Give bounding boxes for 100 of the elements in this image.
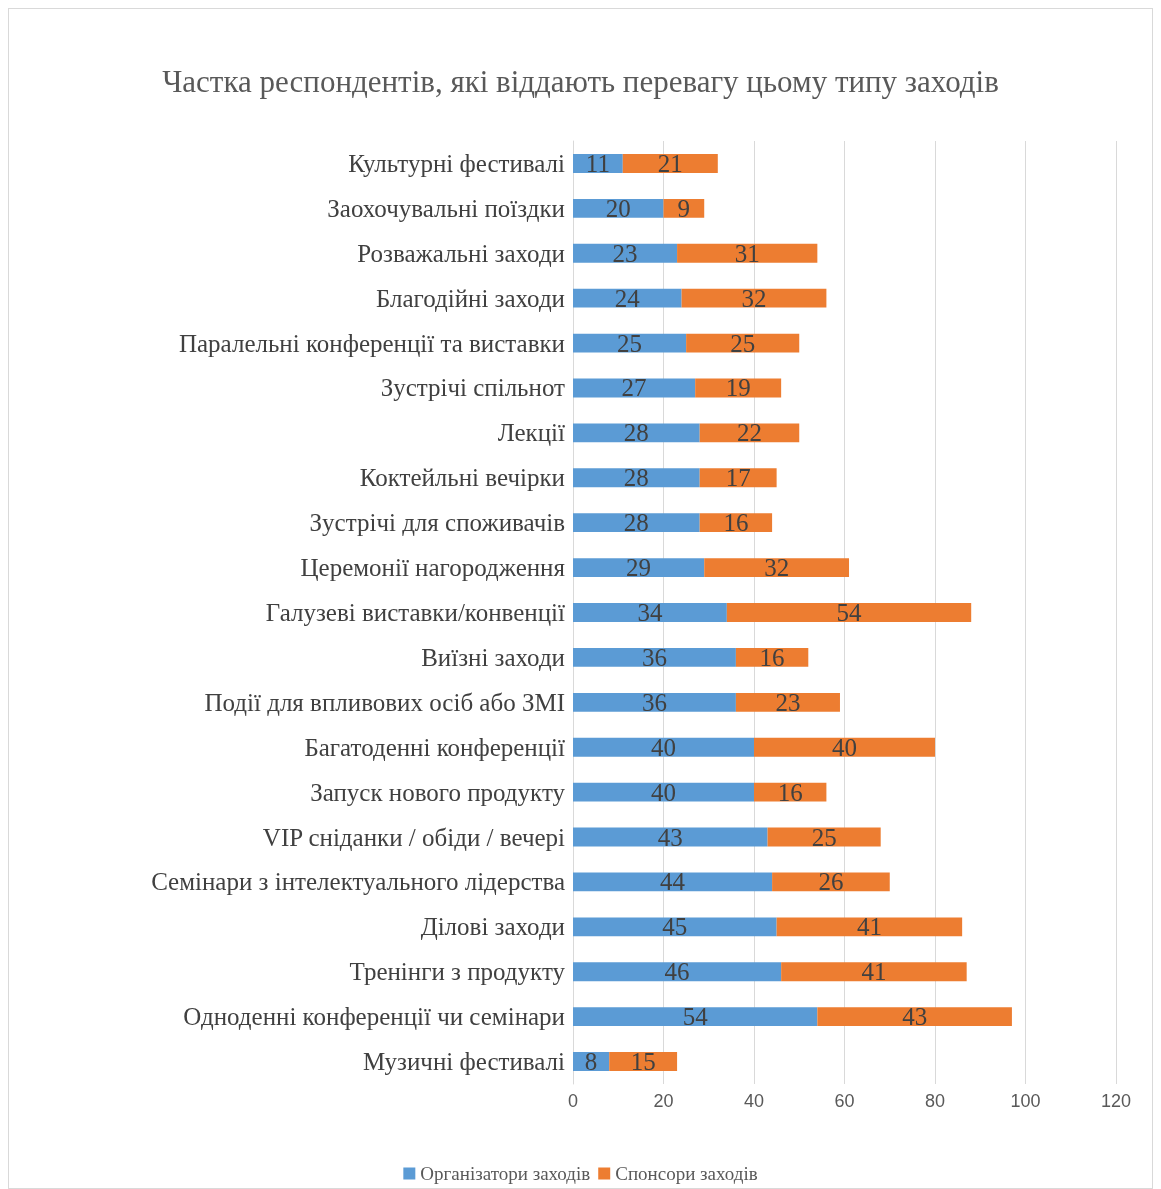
data-label: 23 (775, 688, 801, 716)
bar (573, 423, 700, 443)
x-tick-label: 120 (1100, 1091, 1132, 1111)
bar (622, 154, 718, 173)
data-label: 21 (657, 149, 683, 177)
y-tick-label: Церемонії нагородження (300, 554, 566, 582)
bar (573, 962, 782, 982)
chart-title: Частка респондентів, які віддають перевагу цьому типу заходів (162, 64, 999, 99)
data-label: 40 (832, 733, 857, 761)
data-label: 11 (585, 149, 610, 177)
bar (776, 917, 963, 937)
x-tick-label: 60 (834, 1091, 855, 1111)
y-tick-label: Розважальні заходи (357, 239, 565, 267)
bar (573, 782, 754, 802)
y-tick-label: Одноденні конференції чи семінари (183, 1003, 565, 1031)
y-tick-label: Паралельні конференції та виставки (178, 329, 565, 357)
y-tick-label: Лекції (497, 419, 566, 447)
y-tick-label: Зустрічі для споживачів (309, 509, 565, 537)
data-label: 27 (621, 374, 647, 402)
data-label: 31 (734, 239, 760, 267)
bar (573, 737, 754, 757)
data-label: 29 (626, 554, 652, 582)
bar (699, 423, 800, 443)
bar (681, 288, 827, 308)
bar (573, 198, 664, 218)
data-label: 36 (641, 688, 667, 716)
data-label: 23 (612, 239, 638, 267)
legend-label: Спонсори заходів (615, 1163, 758, 1184)
y-tick-label: Галузеві виставки/конвенції (265, 599, 566, 626)
bar (573, 243, 678, 263)
data-label: 26 (818, 868, 844, 896)
y-tick-label: Культурні фестивалі (348, 149, 566, 177)
data-label: 36 (641, 643, 667, 671)
bar (735, 692, 840, 712)
y-tick-label: Благодійні заходи (375, 284, 565, 312)
bar (699, 468, 777, 488)
data-label: 43 (657, 823, 683, 851)
y-tick-label: Заохочувальні поїздки (327, 194, 565, 222)
y-tick-label: Семінари з інтелектуального лідерства (151, 868, 565, 896)
bar (754, 737, 935, 757)
data-label: 25 (811, 823, 837, 851)
y-tick-label: Події для впливових осіб або ЗМІ (204, 688, 565, 716)
legend-label: Організатори заходів (420, 1163, 591, 1184)
data-label: 43 (902, 1003, 928, 1031)
data-label: 25 (617, 329, 643, 357)
x-tick-label: 100 (1010, 1091, 1041, 1111)
data-label: 17 (725, 464, 751, 492)
data-label: 44 (660, 868, 686, 896)
bar (573, 647, 736, 667)
bar (573, 692, 736, 712)
data-label: 41 (861, 958, 887, 986)
data-label: 8 (584, 1048, 598, 1076)
data-label: 32 (741, 284, 767, 312)
bar (686, 333, 800, 353)
data-label: 54 (682, 1003, 709, 1031)
data-label: 16 (759, 643, 785, 671)
bar (573, 827, 768, 847)
data-label: 28 (623, 464, 649, 492)
y-tick-label: Зустрічі спільнот (380, 374, 566, 402)
bar (573, 917, 777, 937)
bar (726, 603, 972, 622)
x-tick-label: 40 (743, 1091, 765, 1111)
bar (573, 872, 773, 892)
data-label: 28 (623, 509, 649, 537)
bar (573, 558, 705, 578)
data-label: 41 (856, 913, 882, 941)
bar (817, 1007, 1012, 1027)
data-label: 40 (651, 733, 676, 761)
bar (573, 603, 727, 622)
data-label: 15 (630, 1048, 656, 1076)
data-label: 45 (662, 913, 688, 941)
bar (677, 243, 818, 263)
bar (573, 1007, 818, 1027)
bar (573, 468, 700, 488)
data-label: 54 (836, 599, 863, 626)
y-tick-label: Ділові заходи (420, 913, 565, 941)
data-label: 16 (777, 778, 803, 806)
y-tick-label: Коктейльні вечірки (359, 464, 565, 492)
data-label: 16 (723, 509, 749, 537)
data-label: 24 (614, 284, 641, 312)
x-tick-label: 80 (924, 1091, 946, 1111)
y-tick-label: Тренінги з продукту (349, 958, 566, 986)
data-label: 28 (623, 419, 649, 447)
data-label: 22 (736, 419, 762, 447)
bar (573, 513, 700, 533)
bar (704, 558, 850, 578)
data-label: 19 (725, 374, 751, 402)
data-label: 40 (651, 778, 676, 806)
data-label: 9 (677, 194, 691, 222)
y-tick-label: VIP сніданки / обіди / вечері (262, 823, 566, 851)
data-label: 32 (764, 554, 790, 582)
y-tick-label: Запуск нового продукту (310, 778, 566, 806)
bar (573, 333, 687, 353)
bar (781, 962, 967, 982)
data-label: 34 (637, 599, 663, 626)
y-tick-label: Виїзні заходи (421, 643, 565, 671)
bar (772, 872, 890, 892)
data-label: 20 (605, 194, 631, 222)
y-tick-label: Багатоденні конференції (304, 733, 566, 761)
x-tick-label: 0 (567, 1091, 579, 1111)
